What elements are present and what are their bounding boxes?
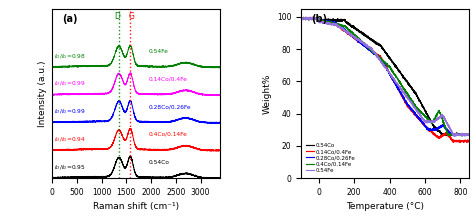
0.4Co/0.14Fe [462,133,467,136]
0.14Co/0.4Fe [461,141,466,144]
0.54Co [302,16,308,19]
0.28Co/0.26Fe [452,135,458,137]
Line: 0.54Co: 0.54Co [301,17,469,136]
Y-axis label: Intensity (a.u.): Intensity (a.u.) [37,60,46,127]
0.14Co/0.4Fe [375,55,381,58]
0.54Fe [375,57,381,59]
X-axis label: Raman shift (cm⁻¹): Raman shift (cm⁻¹) [93,202,179,211]
0.54Fe [307,17,312,20]
Line: 0.4Co/0.14Fe: 0.4Co/0.14Fe [301,17,469,136]
0.28Co/0.26Fe [380,61,386,63]
0.54Fe [466,134,472,136]
0.28Co/0.26Fe [462,133,467,136]
0.4Co/0.14Fe [431,119,437,122]
0.28Co/0.26Fe [375,56,381,58]
Text: 0.28Co/0.26Fe: 0.28Co/0.26Fe [149,104,191,109]
Text: (a): (a) [62,14,78,24]
0.4Co/0.14Fe [314,16,320,18]
0.54Co [462,134,467,136]
Text: 0.54Fe: 0.54Fe [149,49,169,54]
Text: $I_D/I_G$=0.99: $I_D/I_G$=0.99 [54,80,85,88]
Text: G: G [129,12,135,21]
0.54Co [380,47,386,50]
0.4Co/0.14Fe [307,16,312,19]
0.14Co/0.4Fe [462,140,467,143]
Text: 0.54Co: 0.54Co [149,160,170,165]
0.28Co/0.26Fe [466,133,472,135]
Text: 0.14Co/0.4Fe: 0.14Co/0.4Fe [149,77,188,82]
0.4Co/0.14Fe [451,134,457,137]
Text: 0.4Co/0.14Fe: 0.4Co/0.14Fe [149,132,188,137]
Text: (b): (b) [311,14,327,24]
0.14Co/0.4Fe [307,17,312,20]
0.4Co/0.14Fe [466,133,472,136]
0.4Co/0.14Fe [298,16,304,19]
0.54Co [431,125,437,127]
0.54Fe [452,134,458,137]
0.28Co/0.26Fe [431,129,437,132]
0.14Co/0.4Fe [431,132,437,135]
Text: $I_D/I_G$=0.98: $I_D/I_G$=0.98 [54,52,85,61]
0.4Co/0.14Fe [380,59,386,62]
0.54Co [307,16,312,19]
0.54Co [298,17,304,20]
0.14Co/0.4Fe [310,16,316,18]
0.54Fe [380,63,386,66]
0.14Co/0.4Fe [380,60,386,63]
0.4Co/0.14Fe [375,55,381,57]
0.54Fe [298,17,304,20]
Legend: 0.54Co, 0.14Co/0.4Fe, 0.28Co/0.26Fe, 0.4Co/0.14Fe, 0.54Fe: 0.54Co, 0.14Co/0.4Fe, 0.28Co/0.26Fe, 0.4… [304,140,357,175]
Line: 0.54Fe: 0.54Fe [301,17,469,136]
0.54Fe [462,133,467,136]
0.14Co/0.4Fe [298,17,304,20]
0.14Co/0.4Fe [462,140,467,143]
0.54Co [375,44,381,47]
Y-axis label: Weight%: Weight% [262,73,271,114]
0.14Co/0.4Fe [466,141,472,143]
0.28Co/0.26Fe [307,17,312,20]
0.54Co [466,133,472,136]
0.4Co/0.14Fe [462,133,467,136]
Text: D: D [115,12,120,21]
Line: 0.28Co/0.26Fe: 0.28Co/0.26Fe [301,17,469,136]
Line: 0.14Co/0.4Fe: 0.14Co/0.4Fe [301,17,469,143]
0.28Co/0.26Fe [298,16,304,18]
Text: $I_D/I_G$=0.95: $I_D/I_G$=0.95 [54,163,85,172]
X-axis label: Temperature (°C): Temperature (°C) [346,202,424,211]
Text: $I_D/I_G$=0.99: $I_D/I_G$=0.99 [54,107,85,116]
0.54Co [462,134,467,136]
0.54Co [444,134,450,137]
0.54Fe [462,133,467,135]
0.28Co/0.26Fe [462,133,467,135]
0.54Fe [431,120,437,123]
Text: $I_D/I_G$=0.94: $I_D/I_G$=0.94 [54,135,85,144]
0.54Fe [307,16,313,19]
